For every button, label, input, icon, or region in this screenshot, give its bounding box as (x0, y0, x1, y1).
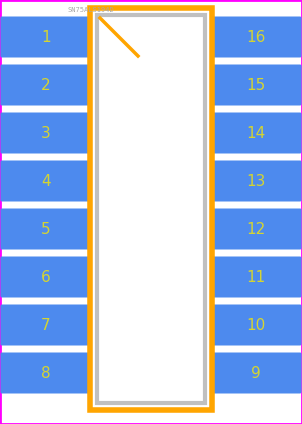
Text: 14: 14 (246, 126, 266, 140)
Text: 15: 15 (246, 78, 266, 92)
FancyBboxPatch shape (210, 352, 301, 393)
Text: SN75ALS194D: SN75ALS194D (67, 7, 114, 13)
FancyBboxPatch shape (210, 161, 301, 201)
FancyBboxPatch shape (1, 257, 92, 298)
Bar (90, 8, 212, 410)
Text: 8: 8 (41, 365, 51, 380)
Bar (97, 15, 205, 403)
FancyBboxPatch shape (210, 257, 301, 298)
FancyBboxPatch shape (1, 209, 92, 249)
FancyBboxPatch shape (210, 17, 301, 58)
FancyBboxPatch shape (210, 209, 301, 249)
Text: 9: 9 (251, 365, 261, 380)
FancyBboxPatch shape (210, 304, 301, 346)
FancyBboxPatch shape (1, 304, 92, 346)
FancyBboxPatch shape (1, 352, 92, 393)
FancyBboxPatch shape (210, 112, 301, 153)
FancyBboxPatch shape (210, 64, 301, 106)
Text: 2: 2 (41, 78, 51, 92)
Text: 11: 11 (246, 270, 266, 285)
Text: 7: 7 (41, 318, 51, 332)
Text: 6: 6 (41, 270, 51, 285)
Text: 4: 4 (41, 173, 51, 189)
Text: 5: 5 (41, 221, 51, 237)
Text: 12: 12 (246, 221, 266, 237)
FancyBboxPatch shape (1, 64, 92, 106)
Text: 1: 1 (41, 30, 51, 45)
Text: 10: 10 (246, 318, 266, 332)
Text: 16: 16 (246, 30, 266, 45)
FancyBboxPatch shape (1, 17, 92, 58)
FancyBboxPatch shape (1, 161, 92, 201)
Text: 3: 3 (41, 126, 51, 140)
Text: 13: 13 (246, 173, 266, 189)
FancyBboxPatch shape (1, 112, 92, 153)
